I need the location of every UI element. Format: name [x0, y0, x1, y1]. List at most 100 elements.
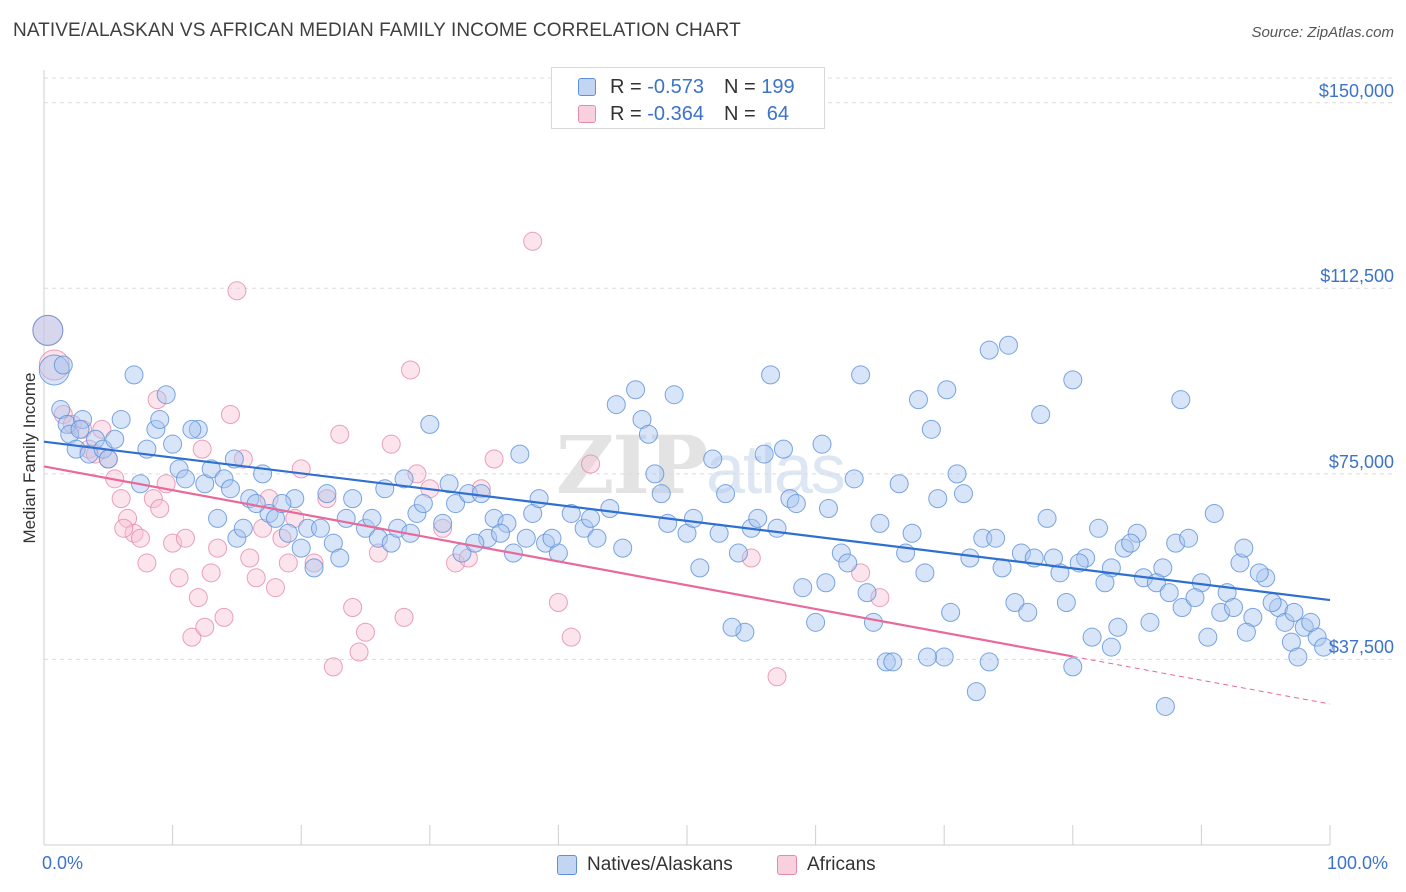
natives-point [214, 469, 234, 489]
natives-point [780, 489, 800, 509]
natives-point [683, 508, 703, 528]
natives-point [1159, 583, 1179, 603]
africans-label: Africans [807, 854, 876, 875]
natives-point [291, 538, 311, 558]
africans-point [317, 489, 337, 509]
africans-point [407, 464, 427, 484]
natives-point [1284, 602, 1304, 622]
africans-point [114, 518, 134, 538]
natives-point [831, 543, 851, 563]
natives-point [220, 479, 240, 499]
natives-point [146, 419, 166, 439]
legend-r-label: R = [610, 75, 648, 98]
natives-point [953, 484, 973, 504]
legend-swatch-africans [578, 105, 596, 123]
y-tick-label: $37,500 [1328, 637, 1394, 658]
africans-point [471, 479, 491, 499]
natives-point [786, 494, 806, 514]
natives-point [1236, 622, 1256, 642]
natives-point [1234, 538, 1254, 558]
africans-point [870, 588, 890, 608]
natives-swatch [557, 855, 577, 875]
africans-point [220, 404, 240, 424]
natives-point [105, 429, 125, 449]
natives-point [529, 489, 549, 509]
natives-point [574, 518, 594, 538]
natives-point [816, 573, 836, 593]
natives-point [1211, 602, 1231, 622]
natives-point [960, 548, 980, 568]
y-tick-label: $75,000 [1328, 451, 1394, 472]
africans-point [92, 419, 112, 439]
natives-point [1031, 404, 1051, 424]
natives-point [876, 652, 896, 672]
africans-point [169, 568, 189, 588]
legend: R = -0.573 N = 199 R = -0.364 N = 64 [551, 67, 825, 129]
natives-point [1179, 528, 1199, 548]
natives-point [1185, 588, 1205, 608]
natives-point [188, 419, 208, 439]
africans-point [272, 528, 292, 548]
natives-point [1127, 523, 1147, 543]
africans-point [368, 543, 388, 563]
natives-point [754, 444, 774, 464]
legend-n-value: 199 [761, 75, 795, 98]
natives-point [883, 652, 903, 672]
africans-point [208, 538, 228, 558]
natives-point [870, 513, 890, 533]
legend-swatch-natives [578, 78, 596, 96]
natives-point [1171, 390, 1191, 410]
natives-point [857, 583, 877, 603]
africans-trend-extension [1072, 655, 1331, 705]
natives-point [1249, 563, 1269, 583]
natives-point [1063, 657, 1083, 677]
axes [43, 70, 1331, 846]
africans-point [147, 390, 167, 410]
bottom-legend-natives[interactable]: Natives/Alaskans [557, 852, 733, 878]
x-tick-label-max: 100.0% [1327, 853, 1389, 873]
natives-point [285, 489, 305, 509]
natives-point [947, 464, 967, 484]
natives-label: Natives/Alaskans [587, 854, 733, 875]
natives-point [1155, 696, 1175, 716]
natives-point [32, 314, 64, 346]
africans-point [523, 231, 543, 251]
natives-point [1230, 553, 1250, 573]
natives-point [690, 558, 710, 578]
legend-row-africans: R = -0.364 N = 64 [578, 102, 789, 126]
natives-point [1108, 617, 1128, 637]
natives-point [536, 533, 556, 553]
natives-point [1288, 647, 1308, 667]
natives-point [272, 494, 292, 514]
africans-point [188, 588, 208, 608]
natives-point [748, 508, 768, 528]
natives-point [937, 380, 957, 400]
natives-point [1140, 612, 1160, 632]
africans-point [240, 548, 260, 568]
africans-swatch [777, 855, 797, 875]
natives-point [979, 652, 999, 672]
natives-point [1114, 538, 1134, 558]
natives-point [921, 419, 941, 439]
natives-point [516, 528, 536, 548]
natives-point [626, 380, 646, 400]
africans-point [401, 360, 421, 380]
natives-point [510, 444, 530, 464]
natives-point [38, 354, 70, 386]
africans-point [150, 499, 170, 519]
africans-trend-line [43, 465, 1073, 658]
africans-point [741, 548, 761, 568]
natives-point [150, 409, 170, 429]
natives-point [1314, 637, 1334, 657]
natives-point [491, 523, 511, 543]
natives-point [773, 439, 793, 459]
natives-point [917, 647, 937, 667]
africans-point [433, 518, 453, 538]
natives-point [761, 365, 781, 385]
africans-point [548, 593, 568, 613]
natives-point [703, 449, 723, 469]
natives-point [478, 528, 498, 548]
natives-point [1056, 593, 1076, 613]
bottom-legend-africans[interactable]: Africans [777, 852, 876, 878]
